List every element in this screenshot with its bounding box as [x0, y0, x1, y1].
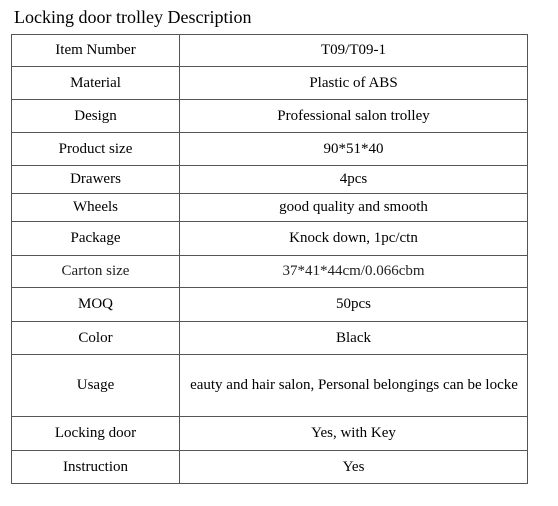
table-row: Color Black: [11, 321, 528, 355]
row-value: Black: [179, 321, 528, 355]
table-row: Locking door Yes, with Key: [11, 416, 528, 451]
row-value: 37*41*44cm/0.066cbm: [179, 255, 528, 288]
row-label: Color: [11, 321, 180, 355]
spec-table: Item Number T09/T09-1 Material Plastic o…: [11, 34, 528, 484]
table-row: Usage eauty and hair salon, Personal bel…: [11, 354, 528, 417]
row-value: Yes: [179, 450, 528, 484]
row-value: eauty and hair salon, Personal belonging…: [179, 354, 528, 417]
row-value: good quality and smooth: [179, 193, 528, 222]
usage-text: eauty and hair salon, Personal belonging…: [190, 377, 518, 393]
row-label: Material: [11, 66, 180, 100]
row-label: Usage: [11, 354, 180, 417]
row-label: Design: [11, 99, 180, 133]
table-row: Item Number T09/T09-1: [11, 34, 528, 67]
row-label: Product size: [11, 132, 180, 166]
row-value: T09/T09-1: [179, 34, 528, 67]
table-row: Product size 90*51*40: [11, 132, 528, 166]
row-value: 4pcs: [179, 165, 528, 194]
row-label: Package: [11, 221, 180, 256]
table-row: Carton size 37*41*44cm/0.066cbm: [11, 255, 528, 288]
row-value: 90*51*40: [179, 132, 528, 166]
row-label: Carton size: [11, 255, 180, 288]
row-value: Professional salon trolley: [179, 99, 528, 133]
table-row: Instruction Yes: [11, 450, 528, 484]
row-label: Instruction: [11, 450, 180, 484]
table-row: MOQ 50pcs: [11, 287, 528, 322]
page-title: Locking door trolley Description: [14, 7, 252, 27]
row-value: 50pcs: [179, 287, 528, 322]
row-label: Locking door: [11, 416, 180, 451]
table-row: Material Plastic of ABS: [11, 66, 528, 100]
row-label: Drawers: [11, 165, 180, 194]
row-value: Yes, with Key: [179, 416, 528, 451]
table-row: Wheels good quality and smooth: [11, 193, 528, 222]
row-value: Knock down, 1pc/ctn: [179, 221, 528, 256]
table-row: Drawers 4pcs: [11, 165, 528, 194]
row-value: Plastic of ABS: [179, 66, 528, 100]
row-label: Wheels: [11, 193, 180, 222]
table-row: Design Professional salon trolley: [11, 99, 528, 133]
row-label: Item Number: [11, 34, 180, 67]
row-label: MOQ: [11, 287, 180, 322]
table-row: Package Knock down, 1pc/ctn: [11, 221, 528, 256]
